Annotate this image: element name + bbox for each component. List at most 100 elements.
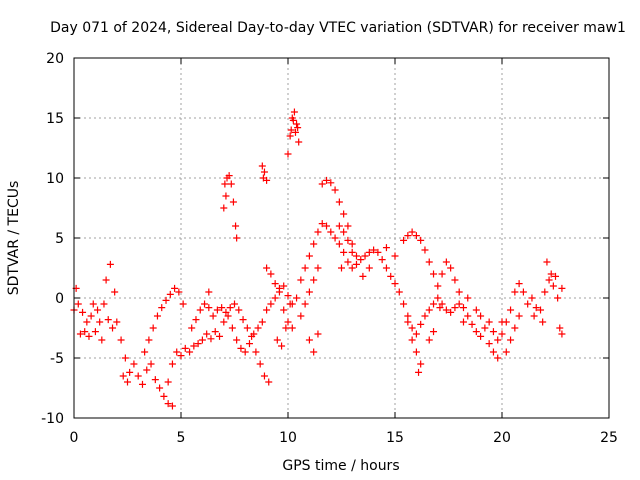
data-point (502, 348, 510, 356)
data-point (201, 300, 209, 308)
data-point (229, 198, 237, 206)
data-point (104, 316, 112, 324)
data-point (273, 336, 281, 344)
data-point (96, 318, 104, 326)
data-point (327, 228, 335, 236)
data-point (143, 366, 151, 374)
data-point (227, 180, 235, 188)
data-point (126, 368, 134, 376)
data-point (515, 280, 523, 288)
data-point (459, 304, 467, 312)
data-point (203, 330, 211, 338)
data-point (149, 324, 157, 332)
data-point (494, 354, 502, 362)
data-point (391, 280, 399, 288)
data-point (89, 300, 97, 308)
data-point (94, 306, 102, 314)
data-point (340, 210, 348, 218)
data-point (209, 312, 217, 320)
data-point (489, 348, 497, 356)
data-point (290, 108, 298, 116)
data-point (327, 179, 335, 187)
data-point (177, 352, 185, 360)
x-tick-label: 10 (279, 430, 297, 446)
data-point (179, 300, 187, 308)
data-point (494, 336, 502, 344)
data-point (451, 276, 459, 284)
data-point (188, 324, 196, 332)
data-point (549, 282, 557, 290)
data-point (117, 336, 125, 344)
data-point (216, 332, 224, 340)
data-point (295, 138, 303, 146)
data-point (222, 192, 230, 200)
data-point (310, 240, 318, 248)
data-point (524, 300, 532, 308)
data-point (83, 318, 91, 326)
data-point (417, 320, 425, 328)
data-point (211, 328, 219, 336)
data-point (408, 336, 416, 344)
data-point (455, 300, 463, 308)
data-point (119, 372, 127, 380)
data-point (280, 306, 288, 314)
data-point (282, 324, 290, 332)
data-point (231, 300, 238, 308)
data-point (545, 276, 553, 284)
data-point (554, 294, 562, 302)
data-point (171, 284, 179, 292)
y-tick-label: 20 (46, 51, 64, 67)
data-point (76, 330, 84, 338)
data-point (81, 328, 89, 336)
data-point (541, 288, 549, 296)
data-point (408, 228, 416, 236)
data-point (477, 312, 485, 320)
x-tick-label: 20 (493, 430, 511, 446)
data-point (338, 264, 345, 272)
data-point (404, 312, 412, 320)
data-point (237, 344, 245, 352)
data-point (335, 222, 343, 230)
data-point (162, 296, 170, 304)
data-point (232, 222, 240, 230)
y-tick-label: 10 (46, 171, 64, 187)
data-point (293, 294, 301, 302)
data-point (102, 276, 110, 284)
data-point (301, 264, 309, 272)
data-point (286, 132, 294, 140)
data-point (284, 318, 292, 326)
data-point (382, 264, 390, 272)
data-point (417, 360, 425, 368)
data-point (352, 260, 360, 268)
data-point (87, 312, 95, 320)
data-point (547, 270, 555, 278)
data-point (220, 204, 228, 212)
x-tick-label: 25 (600, 430, 618, 446)
data-point (468, 320, 476, 328)
data-point (485, 340, 493, 348)
data-point (348, 240, 356, 248)
data-point (430, 270, 438, 278)
data-point (387, 272, 395, 280)
data-point (113, 318, 121, 326)
data-point (207, 335, 215, 343)
data-point (331, 186, 339, 194)
data-point (415, 368, 423, 376)
data-point (455, 288, 463, 296)
data-point (430, 300, 438, 308)
data-point (472, 306, 480, 314)
data-point (340, 248, 348, 256)
data-point (259, 174, 267, 182)
data-point (348, 264, 356, 272)
data-point (335, 198, 343, 206)
grid-lines (74, 58, 609, 418)
data-point (489, 328, 497, 336)
data-point (160, 392, 168, 400)
data-point (278, 342, 286, 350)
data-point (194, 340, 202, 348)
data-point (464, 294, 472, 302)
data-point (543, 258, 551, 266)
y-tick-label: 15 (46, 111, 64, 127)
y-tick-label: 0 (55, 291, 64, 307)
